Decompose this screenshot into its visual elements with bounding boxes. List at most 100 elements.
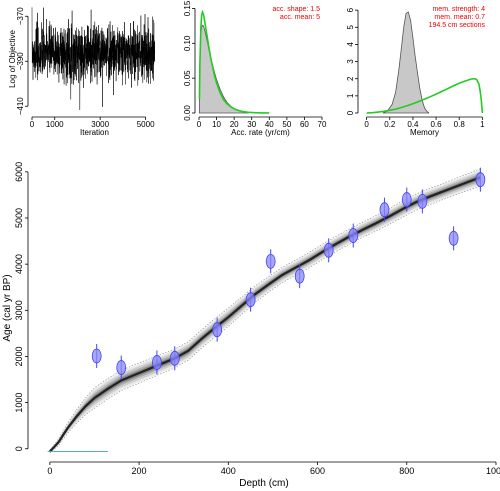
iterations-trace-line: [31, 7, 155, 111]
age_depth-x-tick-label: 400: [221, 466, 236, 476]
date-marker-shape: [294, 268, 305, 284]
memory-x-label: Memory: [410, 128, 439, 137]
date-marker-shape: [212, 322, 223, 338]
memory-annotation: mem. mean: 0.7: [434, 14, 485, 21]
memory-y-tick-label: 5: [346, 25, 355, 30]
age-model-bound-line: [49, 185, 481, 454]
acc_rate-x-tick-label: 60: [300, 120, 309, 129]
date-marker-shape: [265, 253, 276, 269]
memory-x-tick-label: 1: [480, 120, 485, 129]
date-marker: [152, 350, 162, 375]
acc_rate-x-tick-label: 40: [265, 120, 274, 129]
iterations-axes: 0 1000 3000 5000 −370 −390 −410 Iteration Log of…: [8, 7, 155, 137]
acc_rate-x-label: Acc. rate (yr/cm): [231, 128, 290, 137]
date-marker: [116, 355, 127, 380]
date-marker: [379, 197, 390, 222]
date-marker: [294, 264, 305, 289]
date-marker-shape: [152, 355, 162, 370]
date-marker-shape: [475, 172, 486, 188]
age_depth-y-tick-label: 3000: [14, 300, 24, 320]
acc_rate-annotation: acc. mean: 5: [280, 14, 320, 21]
memory-x-tick-label: 0.6: [431, 120, 443, 129]
memory-prior-line: [366, 77, 484, 114]
iterations-x-tick-label: 3000: [91, 120, 109, 129]
date-marker: [245, 287, 256, 312]
age_depth-x-tick-label: 800: [399, 466, 414, 476]
memory-axes: 0 0.2 0.4 0.6 0.8 1 0 1 2 3 4 5 6 Memory mem. strength…: [346, 6, 485, 137]
acc_rate-y-tick-label: 0.05: [183, 70, 192, 86]
acc_rate-x-tick-label: 50: [282, 120, 291, 129]
date-marker: [417, 189, 428, 214]
date-marker-shape: [379, 202, 390, 218]
age-model-envelope: [49, 169, 481, 453]
acc_rate-x-tick-label: 70: [318, 120, 327, 129]
date-marker: [169, 346, 180, 371]
acc_rate-axes: 0 10 20 30 40 50 60 70 0.00 0.05 0.10 0.15 Acc. rate…: [183, 0, 327, 137]
iterations-x-tick-label: 1000: [46, 120, 64, 129]
iterations-y-label: Log of Objective: [8, 30, 17, 88]
iterations-y-tick-label: −410: [16, 97, 25, 116]
memory-annotation: mem. strength: 4: [432, 6, 485, 13]
age_depth-x-tick-label: 0: [47, 466, 52, 476]
age_depth-x-tick-label: 600: [310, 466, 325, 476]
memory-x-tick-label: 0.8: [454, 120, 466, 129]
acc_rate-prior-line: [198, 9, 270, 114]
date-marker-shape: [448, 230, 459, 246]
memory-y-tick-label: 1: [346, 93, 355, 98]
age_depth-x-label: Depth (cm): [239, 478, 288, 489]
memory-posterior-area: [382, 11, 430, 114]
acc_rate-x-tick-label: 20: [230, 120, 239, 129]
memory-y-tick-label: 0: [346, 110, 355, 115]
age_depth-y-tick-label: 1000: [14, 393, 24, 413]
memory-x-tick-label: 0: [364, 120, 369, 129]
iterations-y-tick-label: −390: [16, 52, 25, 71]
acc_rate-annotation: acc. shape: 1.5: [273, 6, 321, 13]
date-marker-shape: [116, 360, 127, 375]
age_depth-y-tick-label: 0: [14, 446, 24, 451]
iterations-x-label: Iteration: [80, 128, 109, 137]
age_depth-y-label: Age (cal yr BP): [2, 274, 13, 341]
date-marker: [348, 223, 359, 248]
date-marker-shape: [401, 192, 412, 207]
date-marker: [401, 187, 412, 212]
memory-x-tick-label: 0.2: [384, 120, 396, 129]
memory-y-tick-label: 3: [346, 59, 355, 64]
age-model-envelope: [49, 175, 481, 452]
acc_rate-y-tick-label: 0.10: [183, 35, 192, 51]
age_depth-axes: 0 200 400 600 800 1000 0 1000 2000 3000 4000 5000 60…: [2, 162, 500, 489]
date-marker: [475, 167, 486, 192]
date-marker-shape: [169, 350, 180, 366]
memory-y-tick-label: 6: [346, 7, 355, 12]
age-model-envelope: [49, 171, 481, 453]
date-marker-shape: [323, 242, 334, 258]
date-marker: [448, 226, 459, 251]
age_depth-x-tick-label: 1000: [486, 466, 500, 476]
acc_rate-y-tick-label: 0.00: [183, 105, 192, 121]
date-marker: [212, 317, 223, 342]
date-marker: [265, 249, 276, 274]
iterations-y-tick-label: −370: [16, 7, 25, 26]
memory-y-tick-label: 2: [346, 76, 355, 81]
memory-x-tick-label: 0.4: [407, 120, 419, 129]
date-marker-shape: [91, 348, 102, 364]
age_depth-y-tick-label: 2000: [14, 346, 24, 366]
date-marker-shape: [417, 193, 428, 209]
date-marker: [323, 238, 334, 263]
age_depth-y-tick-label: 4000: [14, 254, 24, 274]
iterations-x-tick-label: 5000: [137, 120, 155, 129]
date-marker-shape: [245, 292, 256, 308]
age_depth-y-tick-label: 5000: [14, 208, 24, 228]
memory-y-tick-label: 4: [346, 42, 355, 47]
memory-annotation: 194.5 cm sections: [429, 22, 486, 29]
age_depth-y-tick-label: 6000: [14, 162, 24, 182]
iterations-x-tick-label: 0: [30, 120, 35, 129]
age_depth-x-tick-label: 200: [132, 466, 147, 476]
acc_rate-x-tick-label: 10: [212, 120, 221, 129]
acc_rate-y-tick-label: 0.15: [183, 0, 192, 16]
age-model-envelope: [49, 173, 481, 453]
age-model-mean-line: [49, 176, 481, 453]
date-marker-shape: [348, 228, 359, 243]
date-marker: [91, 344, 102, 368]
